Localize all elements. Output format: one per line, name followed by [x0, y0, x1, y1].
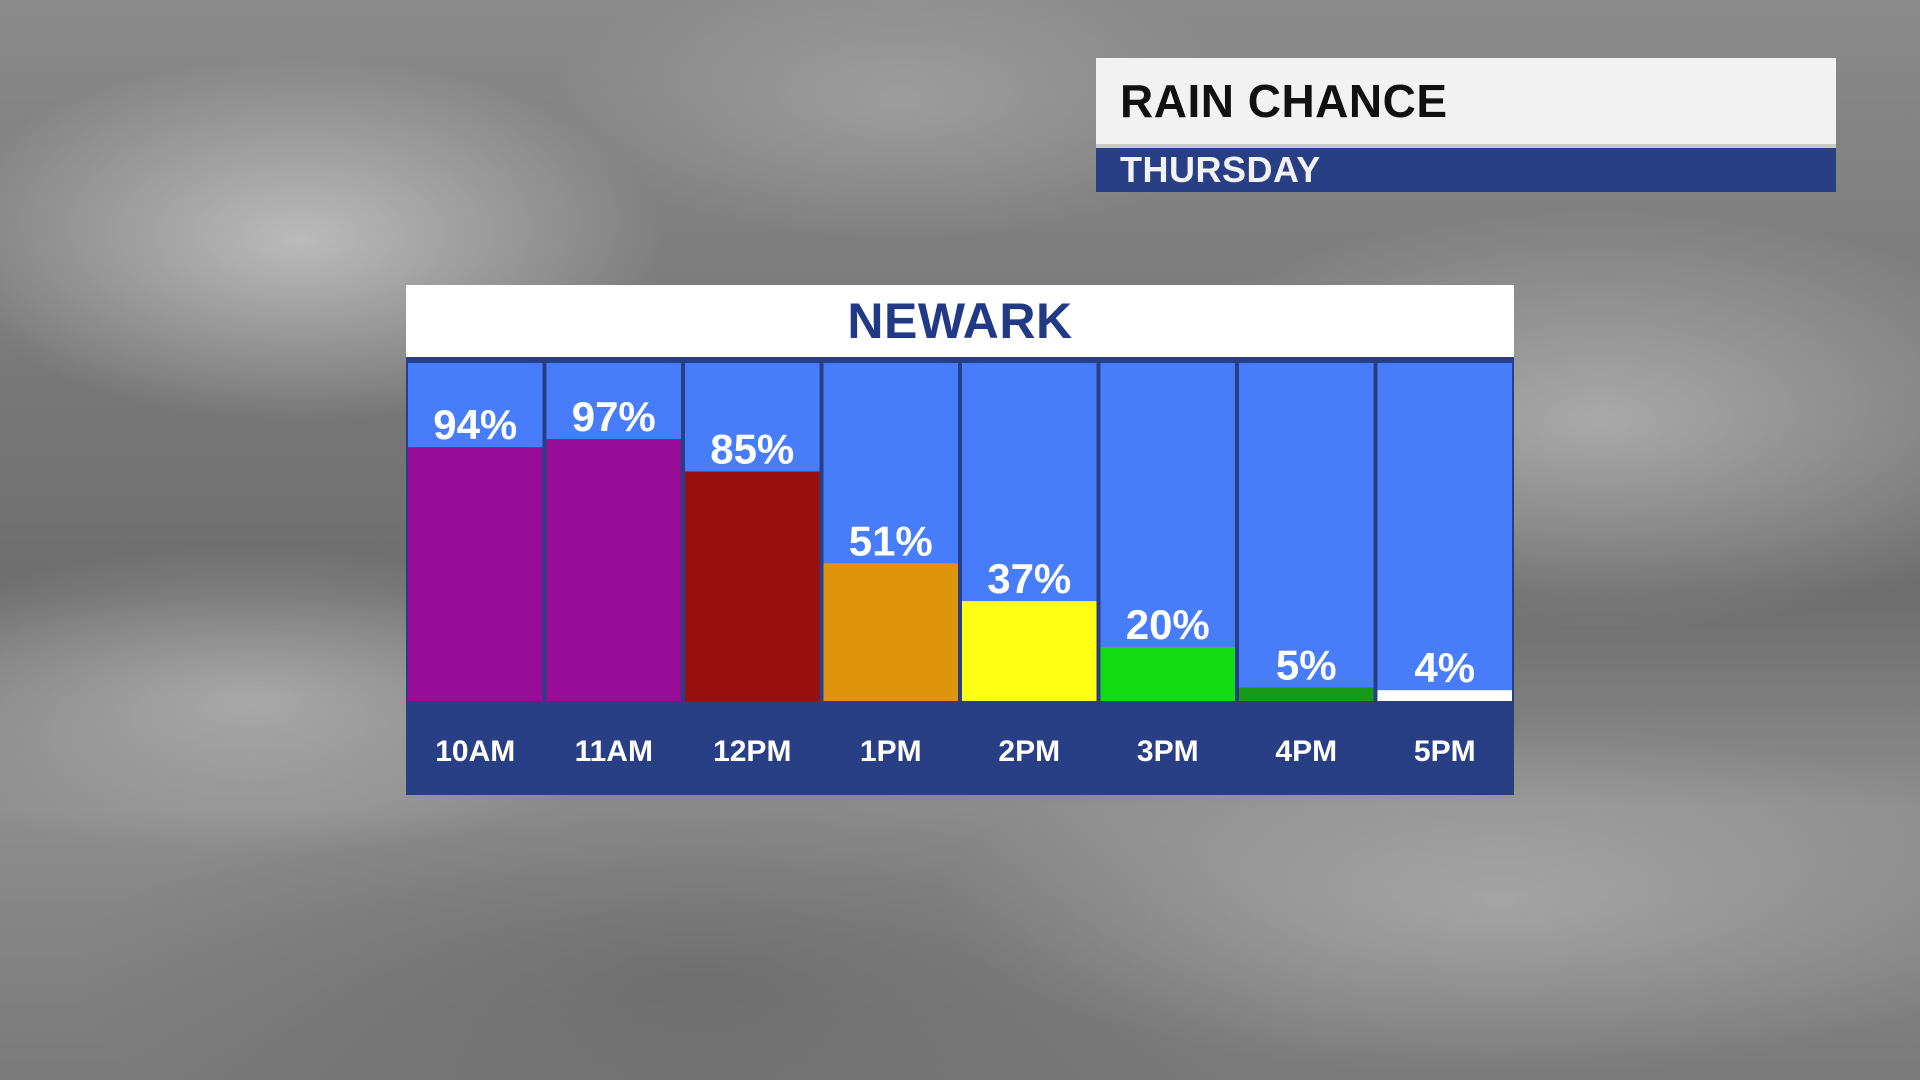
value-label-4: 51%: [849, 517, 933, 564]
header-title: RAIN CHANCE: [1096, 58, 1836, 148]
bar-1: [408, 447, 543, 701]
category-label-2: 11AM: [575, 735, 653, 768]
category-band-4: [823, 701, 958, 791]
category-label-8: 5PM: [1414, 735, 1476, 768]
bar-3: [685, 471, 820, 701]
bar-7: [1239, 687, 1374, 701]
category-band-1: [408, 701, 543, 791]
bar-6: [1100, 647, 1235, 701]
column-bg-7: [1239, 363, 1374, 701]
category-band-7: [1239, 701, 1374, 791]
bar-4: [823, 563, 958, 701]
category-label-7: 4PM: [1275, 735, 1337, 768]
value-label-6: 20%: [1126, 601, 1210, 648]
column-bg-6: [1100, 363, 1235, 701]
category-band-8: [1377, 701, 1512, 791]
bar-5: [962, 601, 1097, 701]
category-label-5: 2PM: [998, 735, 1060, 768]
header-subtitle: THURSDAY: [1096, 148, 1836, 192]
bar-8: [1377, 690, 1512, 701]
value-label-7: 5%: [1276, 642, 1337, 689]
chart-title: NEWARK: [406, 285, 1514, 361]
category-band-6: [1100, 701, 1235, 791]
category-band-2: [546, 701, 681, 791]
value-label-8: 4%: [1414, 644, 1475, 691]
column-bg-8: [1377, 363, 1512, 701]
value-label-2: 97%: [572, 393, 656, 440]
header-box: RAIN CHANCE THURSDAY: [1096, 58, 1836, 192]
value-label-5: 37%: [987, 555, 1071, 602]
category-band-5: [962, 701, 1097, 791]
bar-2: [546, 439, 681, 701]
value-label-3: 85%: [710, 426, 794, 473]
category-label-3: 12PM: [713, 735, 791, 768]
value-label-1: 94%: [433, 401, 517, 448]
category-label-1: 10AM: [435, 735, 515, 768]
category-label-6: 3PM: [1137, 735, 1199, 768]
rain-chance-bar-chart: 94% 10AM 97% 11AM 85% 12PM 51% 1PM 37% 2PM 20% 3PM 5…: [406, 361, 1514, 795]
category-band-3: [685, 701, 820, 791]
chart-panel: NEWARK 94% 10AM 97% 11AM 85% 12PM 51% 1PM 37% 2PM…: [406, 285, 1514, 795]
category-label-4: 1PM: [860, 735, 922, 768]
